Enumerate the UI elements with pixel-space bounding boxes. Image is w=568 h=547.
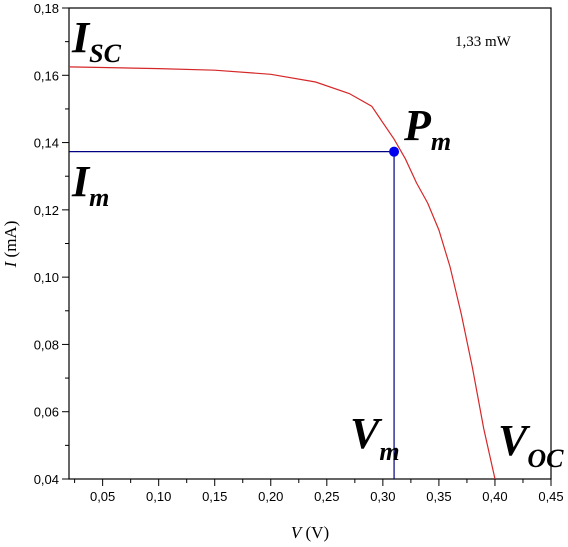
x-tick-label: 0,40	[482, 489, 507, 504]
y-tick-label: 0,18	[34, 1, 59, 16]
y-tick-label: 0,10	[34, 270, 59, 285]
x-tick-label: 0,20	[258, 489, 283, 504]
isc-label: ISC	[71, 13, 122, 68]
y-tick-label: 0,08	[34, 337, 59, 352]
max-power-guides	[69, 151, 395, 479]
annotation-labels: ISC Im Pm Vm VOC 1,33 mW	[71, 13, 564, 473]
series-layer	[68, 66, 496, 480]
y-tick-label: 0,14	[34, 136, 59, 151]
x-tick-label: 0,35	[426, 489, 451, 504]
x-tick-label: 0,05	[90, 489, 115, 504]
x-tick-label: 0,30	[370, 489, 395, 504]
max-power-point	[389, 146, 400, 157]
y-tick-label: 0,16	[34, 68, 59, 83]
x-axis-title: V (V)	[291, 523, 329, 542]
power-label: 1,33 mW	[455, 34, 512, 50]
x-tick-label: 0,25	[314, 489, 339, 504]
axis-ticks: 0,05 0,10 0,15 0,20 0,25 0,30 0,35 0,40 0,45 0,04…	[34, 1, 564, 504]
y-tick-label: 0,04	[34, 472, 59, 487]
iv-curve-line	[68, 66, 496, 480]
y-tick-label: 0,12	[34, 203, 59, 218]
x-tick-label: 0,15	[202, 489, 227, 504]
im-label: Im	[71, 157, 109, 212]
plot-frame	[68, 7, 552, 480]
y-tick-label: 0,06	[34, 405, 59, 420]
x-tick-label: 0,10	[146, 489, 171, 504]
pm-label: Pm	[403, 101, 451, 156]
y-axis-title: I (mA)	[1, 221, 20, 269]
x-tick-label: 0,45	[538, 489, 563, 504]
voc-label: VOC	[498, 416, 564, 473]
vm-label: Vm	[350, 409, 400, 466]
